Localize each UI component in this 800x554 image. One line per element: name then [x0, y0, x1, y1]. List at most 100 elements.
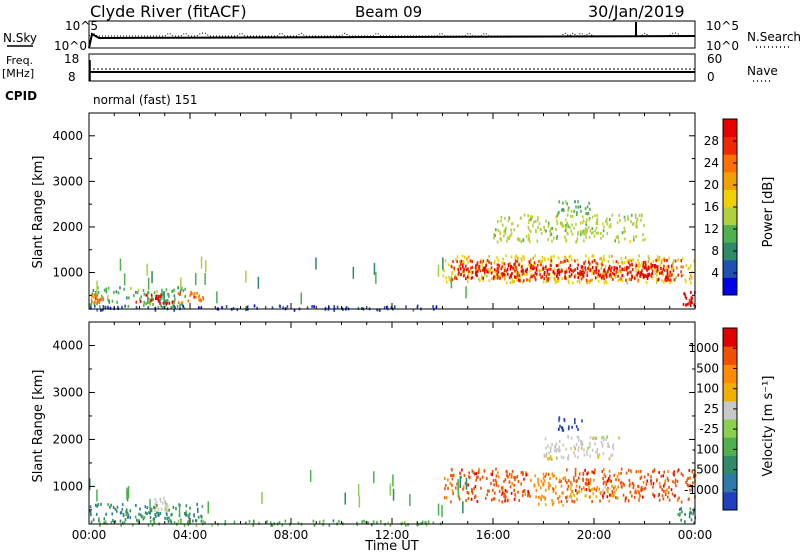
colorbar-tick-label: 4	[711, 266, 719, 280]
y-tick-label: 2000	[52, 220, 83, 234]
y-tick-label: 4000	[52, 129, 83, 143]
scatter-region-6	[568, 482, 619, 499]
velocity-colorbar: 1000 500 100 25 -25 -100 -500 -1000	[684, 327, 738, 511]
noise-right-tick-bottom: 10^0	[706, 39, 739, 53]
x-tick-label: 08:00	[274, 528, 309, 542]
scatter-streak	[373, 262, 376, 275]
scatter-streak	[373, 471, 375, 484]
nave-right-tick-bottom: 0	[707, 70, 715, 84]
nave-label: Nave	[747, 64, 778, 78]
colorbar-swatch	[723, 473, 737, 493]
scatter-streak	[151, 271, 153, 284]
mhz-label: [MHz]	[2, 67, 34, 80]
scatter-streak	[309, 469, 312, 482]
x-tick-label: 12:00	[375, 528, 410, 542]
colorbar-tick-label: 20	[704, 178, 719, 192]
colorbar-frame	[722, 327, 738, 511]
scatter-streak	[147, 277, 150, 290]
scatter-streak	[457, 485, 460, 498]
scatter-region-3	[443, 467, 532, 504]
scatter-streak	[119, 258, 122, 271]
colorbar-swatch	[723, 382, 737, 402]
colorbar-tick-label: 12	[704, 222, 719, 236]
colorbar-tick-label: -100	[692, 442, 719, 456]
y-tick-label: 1000	[52, 266, 83, 280]
scatter-streak	[441, 505, 443, 518]
colorbar-swatch	[723, 171, 737, 190]
scatter-region-1	[90, 293, 105, 306]
scatter-streak	[257, 276, 260, 289]
beam-title: Beam 09	[355, 3, 422, 21]
scatter-streak	[180, 277, 182, 290]
scatter-streak	[96, 280, 98, 293]
nsky-label: N.Sky	[3, 31, 37, 45]
scatter-streak	[147, 291, 149, 304]
scatter-streak	[392, 474, 394, 487]
y-tick-label: 2000	[52, 432, 83, 446]
scatter-streak	[375, 271, 377, 284]
x-tick-label: 16:00	[476, 528, 511, 542]
scatter-streak	[204, 273, 206, 285]
scatter-region-5	[564, 467, 697, 504]
colorbar-tick-label: -1000	[684, 483, 719, 497]
power-panel: 1000 2000 3000 4000 Slant Range [km] 28 24 20…	[31, 112, 776, 312]
freq-label: Freq.	[6, 54, 33, 67]
power-ylabel: Slant Range [km]	[31, 156, 46, 269]
scatter-region-4	[89, 304, 438, 312]
x-tick-label: 00:00	[72, 528, 107, 542]
scatter-region-3	[177, 290, 205, 305]
freq-panel: 18 8 60 0 Freq. [MHz] CPID Nave	[2, 52, 778, 103]
scatter-streak	[358, 495, 361, 508]
station-title: Clyde River (fitACF)	[90, 2, 247, 21]
cpid-text: normal (fast) 151	[93, 93, 197, 107]
velocity-ylabel: Slant Range [km]	[31, 370, 46, 483]
scatter-region-1	[99, 519, 442, 527]
scatter-streak	[195, 273, 197, 286]
scatter-streak	[389, 483, 391, 496]
colorbar-swatch	[723, 346, 737, 365]
velocity-panel: 00:00 04:00 08:00 12:00 16:00 20:00 00:00 1000 2…	[31, 321, 776, 554]
scatter-streak	[462, 501, 464, 514]
power-scatter	[89, 200, 696, 312]
velocity-scatter	[89, 416, 697, 527]
colorbar-tick-label: 1000	[688, 341, 719, 355]
scatter-streak	[146, 263, 148, 276]
colorbar-swatch	[723, 259, 737, 278]
scatter-streak	[245, 270, 247, 283]
scatter-region-2	[135, 293, 174, 305]
scatter-streak	[344, 492, 346, 505]
cpid-label: CPID	[5, 89, 37, 103]
colorbar-swatch	[723, 364, 737, 384]
freq-left-tick-top: 18	[64, 52, 79, 66]
scatter-region-2	[154, 496, 169, 513]
scatter-streak	[96, 489, 98, 502]
power-colorbar: 28 24 20 16 12 8 4	[704, 118, 738, 296]
velocity-colorbar-label: Velocity [m s⁻¹]	[761, 376, 776, 477]
colorbar-swatch	[723, 455, 737, 475]
power-colorbar-label: Power [dB]	[761, 177, 776, 248]
nsearch-label: N.Search	[747, 30, 800, 44]
scatter-streak	[300, 292, 302, 305]
colorbar-swatch	[723, 119, 737, 138]
scatter-streak	[357, 484, 360, 496]
scatter-streak	[163, 291, 165, 303]
scatter-region-10	[682, 290, 696, 309]
noise-left-tick-bottom: 10^0	[54, 39, 87, 53]
scatter-streak	[409, 494, 411, 507]
scatter-streak	[465, 286, 467, 299]
colorbar-tick-label: 100	[696, 382, 719, 396]
scatter-streak	[149, 499, 151, 511]
scatter-streak	[457, 479, 459, 492]
scatter-streak	[437, 503, 440, 516]
scatter-streak	[127, 486, 130, 498]
colorbar-swatch	[723, 437, 737, 456]
colorbar-swatch	[723, 154, 737, 173]
colorbar-swatch	[723, 328, 737, 347]
noise-left-tick-top: 10^5	[65, 19, 98, 33]
scatter-streak	[123, 273, 126, 286]
scatter-streak	[178, 504, 181, 517]
freq-trace	[89, 60, 695, 81]
scatter-streak	[459, 476, 461, 488]
x-tick-label: 20:00	[577, 528, 612, 542]
